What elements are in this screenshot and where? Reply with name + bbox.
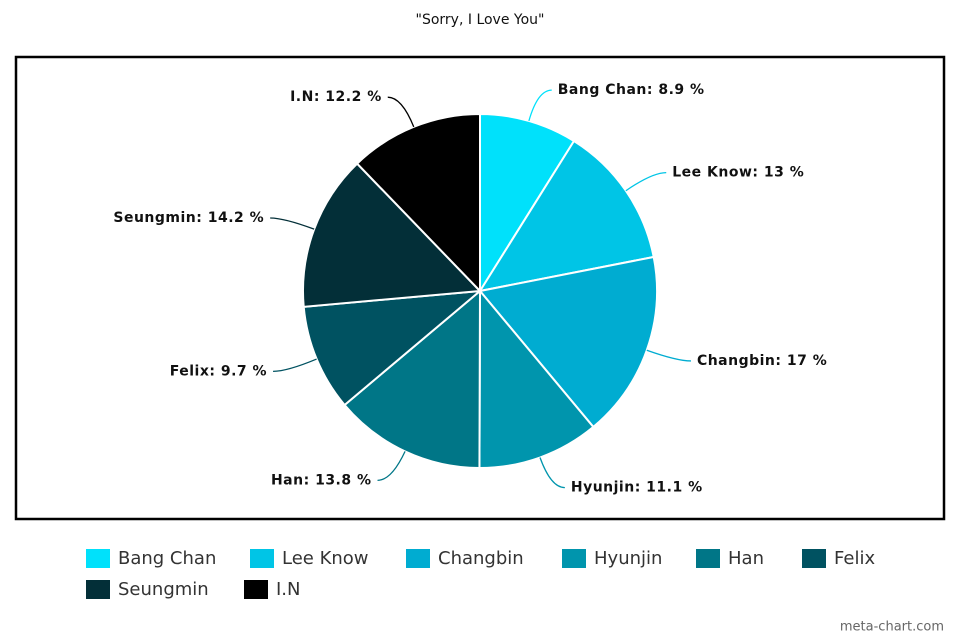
leader-line xyxy=(539,457,565,489)
legend-label: Bang Chan xyxy=(118,548,216,569)
pie-slice xyxy=(477,139,655,293)
legend-label: I.N xyxy=(276,579,301,600)
data-label: Bang Chan: 8.9 % xyxy=(558,82,705,98)
legend-label: Changbin xyxy=(438,548,524,569)
leader-line xyxy=(646,349,691,362)
legend-swatch xyxy=(406,549,430,568)
legend-swatch xyxy=(244,580,268,599)
legend-swatch xyxy=(250,549,274,568)
plot-frame xyxy=(14,55,946,521)
pie-slice xyxy=(302,162,483,308)
legend-swatch xyxy=(802,549,826,568)
legend-label: Lee Know xyxy=(282,548,369,569)
data-label: Felix: 9.7 % xyxy=(170,363,267,379)
pie-slice xyxy=(478,288,595,469)
leader-line xyxy=(377,451,406,481)
legend-swatch xyxy=(562,549,586,568)
leader-line xyxy=(528,89,552,122)
data-label: Hyunjin: 11.1 % xyxy=(571,480,703,496)
legend-label: Felix xyxy=(834,548,875,569)
pie-slice xyxy=(478,255,658,429)
leader-line xyxy=(273,358,317,373)
legend-label: Hyunjin xyxy=(594,548,662,569)
data-label: Lee Know: 13 % xyxy=(672,165,804,181)
data-label: I.N: 12.2 % xyxy=(290,89,382,105)
data-label: Seungmin: 14.2 % xyxy=(113,210,264,226)
legend-swatch xyxy=(86,580,110,599)
legend-label: Seungmin xyxy=(118,579,209,600)
data-label: Changbin: 17 % xyxy=(697,353,827,369)
leader-line xyxy=(270,217,315,230)
legend-swatch xyxy=(86,549,110,568)
pie-slice xyxy=(343,288,482,470)
leader-line xyxy=(387,96,415,128)
legend-label: Han xyxy=(728,548,764,569)
legend-swatch xyxy=(696,549,720,568)
pie-slice xyxy=(479,112,576,295)
credit: meta-chart.com xyxy=(840,620,944,635)
pie-slice xyxy=(355,112,481,294)
data-label: Han: 13.8 % xyxy=(271,472,372,488)
chart-title: "Sorry, I Love You" xyxy=(416,12,545,28)
leader-line xyxy=(625,171,667,192)
